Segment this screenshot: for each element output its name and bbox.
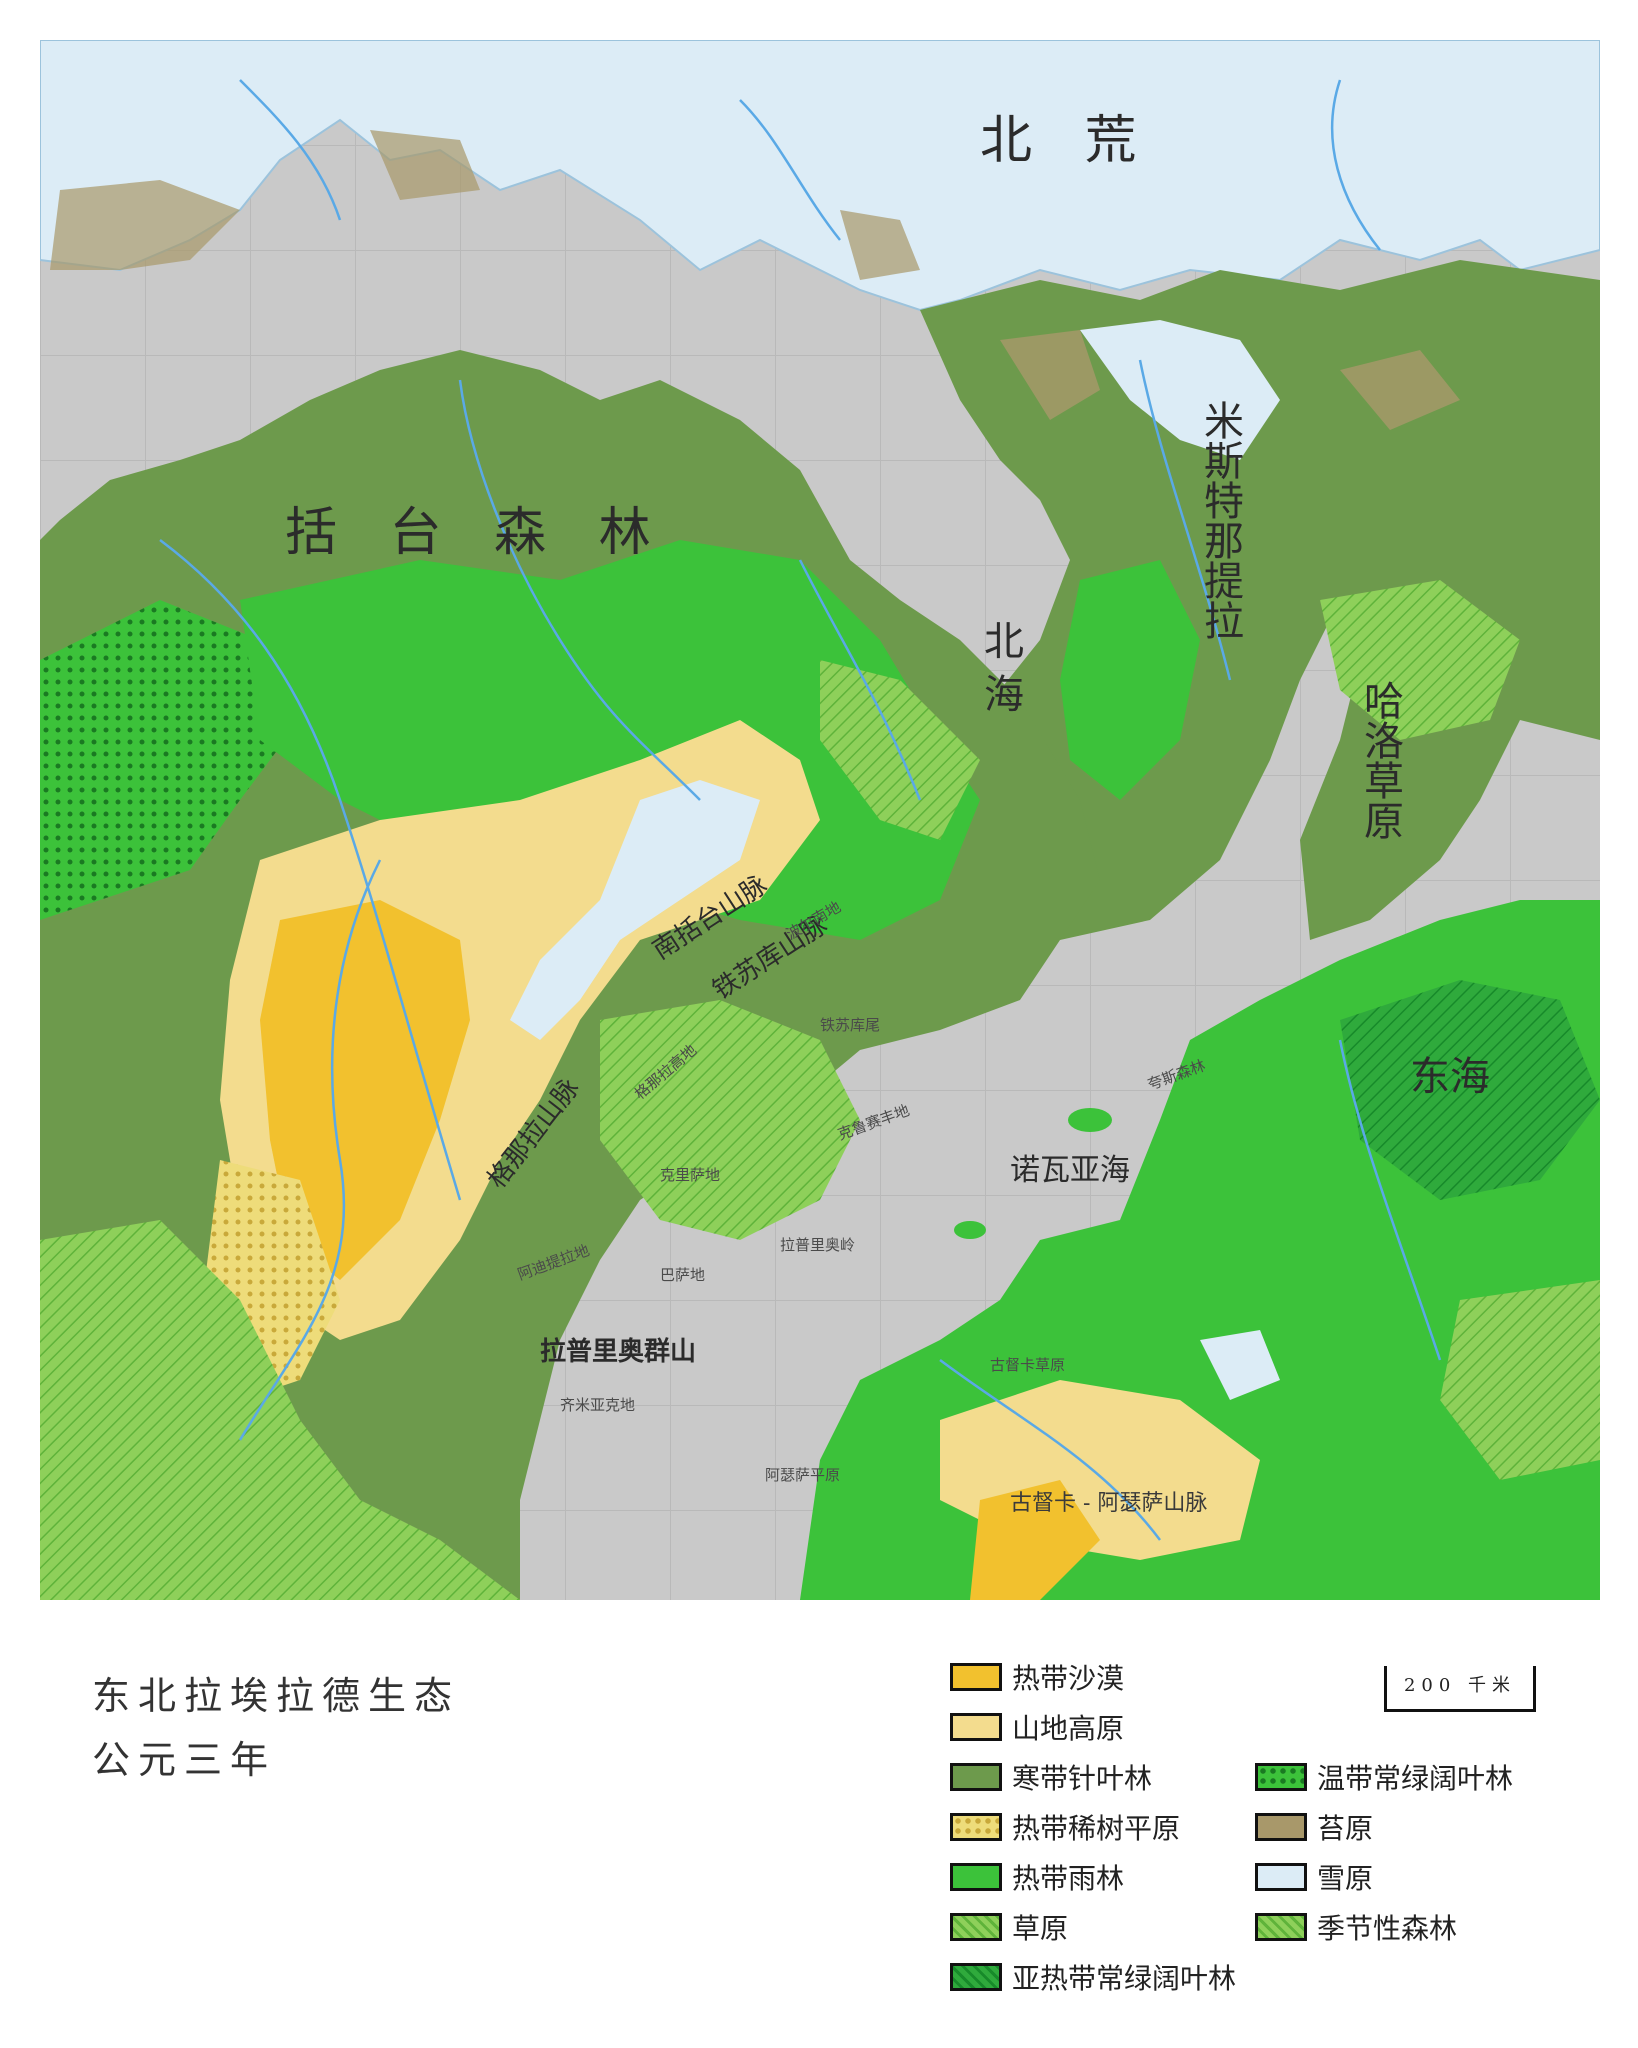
- legend-label: 寒带针叶林: [1012, 1762, 1153, 1795]
- label-misitenatila: 米斯特那提拉: [1197, 400, 1243, 640]
- label-qimiyake: 齐米亚克地: [560, 1396, 635, 1414]
- desert-south: [970, 1480, 1100, 1600]
- legend-swatch-subtropical: [950, 1963, 1002, 1991]
- legend-swatch-temperate-broadleaf: [1255, 1763, 1307, 1791]
- snow-mountains-central: [510, 780, 760, 1040]
- legend-item: 山地高原: [950, 1710, 1125, 1745]
- legend-swatch-boreal: [950, 1763, 1002, 1791]
- label-lapuliao-mountains: 拉普里奥群山: [540, 1336, 696, 1367]
- snow-field-north: [40, 40, 1600, 312]
- tropical-rainforest-ne: [1060, 560, 1200, 800]
- island-novaya-a: [1068, 1108, 1112, 1132]
- label-haluo-steppe: 哈洛草原: [1357, 680, 1403, 840]
- scale-bar-label: 200 千米: [1403, 1675, 1517, 1696]
- scale-bar: 200 千米: [1384, 1666, 1536, 1712]
- label-tiesuku-tail: 铁苏库尾: [820, 1016, 880, 1034]
- island-east: [1586, 1048, 1600, 1072]
- label-east-sea: 东海: [1410, 1054, 1490, 1100]
- legend-swatch-rainforest: [950, 1863, 1002, 1891]
- legend-item: 热带雨林: [950, 1860, 1125, 1895]
- rivers: [159, 79, 1442, 1541]
- legend-item: 温带常绿阔叶林: [1255, 1760, 1514, 1795]
- temperate-broadleaf-west: [40, 600, 300, 920]
- legend-item: 雪原: [1255, 1860, 1374, 1895]
- legend-label: 热带稀树平原: [1012, 1812, 1181, 1845]
- legend-label: 山地高原: [1012, 1712, 1125, 1745]
- label-nuowaya-sea: 诺瓦亚海: [1010, 1153, 1130, 1188]
- legend-item: 热带稀树平原: [950, 1810, 1181, 1845]
- steppe-northeast-coast: [820, 660, 980, 840]
- legend: 热带沙漠 山地高原 寒带针叶林 热带稀树平原 热带雨林 草原 亚热带常绿阔叶林 …: [950, 1660, 1550, 2020]
- legend-label: 雪原: [1317, 1862, 1374, 1895]
- tundra-north: [50, 130, 920, 280]
- legend-label: 温带常绿阔叶林: [1317, 1762, 1514, 1795]
- legend-label: 亚热带常绿阔叶林: [1012, 1962, 1237, 1995]
- legend-swatch-highland: [950, 1713, 1002, 1741]
- label-kuotai-forest: 括 台 森 林: [285, 503, 669, 563]
- island-novaya-b: [954, 1221, 986, 1239]
- steppe-south: [1440, 1280, 1600, 1480]
- legend-swatch-tundra: [1255, 1813, 1307, 1841]
- map-title: 东北拉埃拉德生态: [92, 1674, 461, 1718]
- legend-swatch-steppe: [950, 1913, 1002, 1941]
- legend-item: 季节性森林: [1255, 1910, 1458, 1945]
- legend-swatch-seasonal: [1255, 1913, 1307, 1941]
- desert-west: [260, 900, 470, 1280]
- legend-label: 热带雨林: [1012, 1862, 1125, 1895]
- label-north-sea: 北 海: [977, 620, 1023, 713]
- label-lapuliao-ridge: 拉普里奥岭: [780, 1236, 855, 1254]
- legend-item: 亚热带常绿阔叶林: [950, 1960, 1237, 1995]
- tundra-northeast: [1000, 330, 1460, 430]
- label-basa: 巴萨地: [660, 1266, 705, 1284]
- legend-label: 热带沙漠: [1012, 1662, 1125, 1695]
- label-beihuang: 北 荒: [980, 111, 1155, 171]
- legend-item: 草原: [950, 1910, 1069, 1945]
- legend-label: 苔原: [1317, 1812, 1374, 1845]
- snow-patch-south: [1200, 1330, 1280, 1400]
- steppe-south-west: [40, 1220, 520, 1600]
- legend-swatch-savanna: [950, 1813, 1002, 1841]
- label-kelisa: 克里萨地: [660, 1166, 720, 1184]
- map-title-block: 东北拉埃拉德生态 公元三年: [92, 1664, 460, 1792]
- legend-item: 寒带针叶林: [950, 1760, 1153, 1795]
- legend-item: 苔原: [1255, 1810, 1374, 1845]
- subtropical-broadleaf-south: [1340, 980, 1600, 1200]
- label-guduka-mountains: 古督卡 - 阿瑟萨山脉: [1010, 1491, 1207, 1516]
- legend-label: 草原: [1012, 1912, 1069, 1945]
- ecology-map: 北 荒 括 台 森 林 北 海 米斯特那提拉 哈洛草原 东海 诺瓦亚海 南括台山…: [40, 40, 1600, 1600]
- steppe-ne: [1320, 580, 1520, 740]
- seasonal-forest-central: [600, 1000, 860, 1240]
- label-aseisa-plain: 阿瑟萨平原: [765, 1466, 840, 1484]
- snow-northeast-patch: [1080, 320, 1280, 460]
- legend-swatch-snow: [1255, 1863, 1307, 1891]
- label-guduka-grassland: 古督卡草原: [990, 1356, 1065, 1374]
- legend-item: 热带沙漠: [950, 1660, 1125, 1695]
- map-subtitle-date: 公元三年: [92, 1738, 277, 1782]
- legend-label: 季节性森林: [1317, 1912, 1458, 1945]
- legend-swatch-hot-desert: [950, 1663, 1002, 1691]
